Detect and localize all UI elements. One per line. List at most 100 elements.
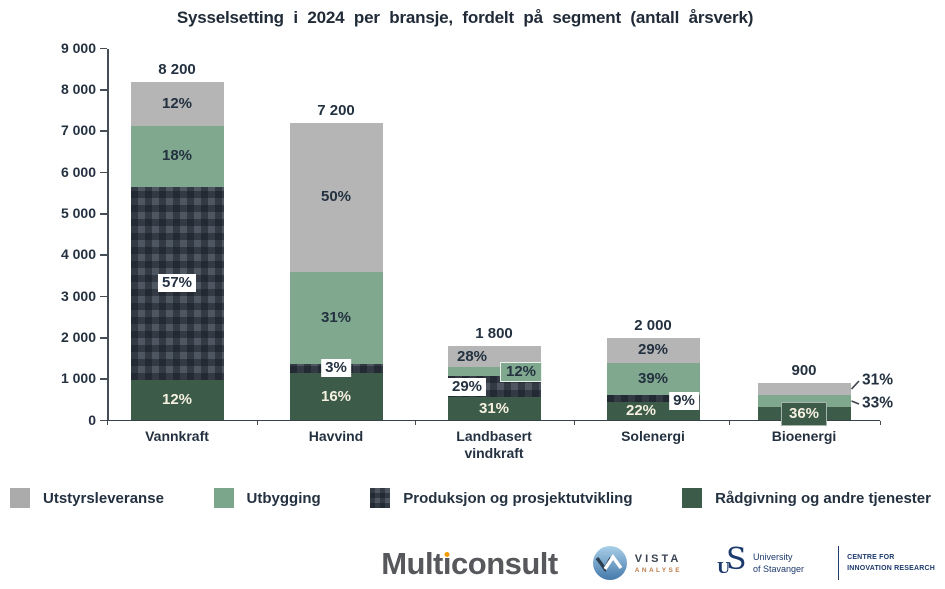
y-tick-label: 1 000 [60,370,96,387]
bar-segment-utbygging-havvind [289,271,383,364]
bar-segment-r-dgivning-og-andre-tjenester-landbasert-vindkraft [447,397,541,421]
percent-label: 50% [320,188,352,206]
centre-innovation-research-logo: CENTRE FOR INNOVATION RESEARCH [838,546,935,580]
bar-segment-utbygging-solenergi [606,362,700,395]
percent-label: 9% [669,391,699,410]
bar-segment-r-dgivning-og-andre-tjenester-vannkraft [130,379,224,421]
legend-swatch-icon [682,488,703,508]
uis-monogram-icon: U S [716,542,747,582]
bar-segment-r-dgivning-og-andre-tjenester-havvind [289,372,383,421]
percent-label-external: 33% [862,394,894,412]
x-category-label: Solenergi [621,428,685,444]
y-tick-label: 2 000 [60,328,96,345]
x-tick-mark [415,420,417,425]
leader-line [851,400,860,405]
bar-total-label: 2 000 [634,316,672,334]
uis-mono-u: U [717,559,731,577]
percent-label: 16% [320,387,352,405]
y-tick-mark [100,47,107,50]
legend-item-r-dgivning-og-andre-tjenester: Rådgivning og andre tjenester [682,488,931,508]
legend-item-produksjon-og-prosjektutvikling: Produksjon og prosjektutvikling [370,488,633,508]
centre-line1: CENTRE FOR [847,553,895,561]
bar-segment-utstyrsleveranse-havvind [289,122,383,272]
percent-label: 29% [447,377,487,396]
y-tick-label: 3 000 [60,287,96,304]
x-tick-mark [256,420,258,425]
vista-analyse-logo: VISTA ANALYSE [592,545,682,581]
legend-label: Rådgivning og andre tjenester [715,489,931,507]
percent-label: 18% [161,147,193,165]
x-category-label: Havvind [308,428,364,444]
bar-segment-produksjon-og-prosjektutvikling-solenergi [606,394,700,403]
bar-segment-utstyrsleveranse-landbasert-vindkraft [447,346,541,367]
legend-label: Utstyrsleveranse [43,489,164,507]
legend-swatch-icon [10,488,30,508]
legend-item-utbygging: Utbygging [213,488,321,508]
multiconsult-text: Mult [381,545,443,581]
y-tick-mark [100,254,107,256]
uis-mono-s: S [726,542,747,577]
bar-total-label: 8 200 [158,60,196,78]
percent-label: 28% [456,347,488,365]
percent-label: 12% [161,94,193,112]
bar-segment-utbygging-landbasert-vindkraft [447,366,541,376]
uis-name-line1: University [753,551,793,562]
y-tick-mark [100,378,107,380]
percent-label: 31% [478,399,510,417]
vista-name: VISTA [634,552,682,565]
percent-label: 22% [625,402,657,420]
percent-label: 36% [780,401,828,426]
leader-line [850,380,860,390]
y-tick-mark [100,89,107,91]
legend-swatch-icon [213,488,234,508]
x-category-label: Vannkraft [145,428,209,444]
footer-logos: Multıconsult VISTA ANALYSE U S [0,540,945,586]
y-tick-mark [100,213,107,215]
uis-name: University of Stavanger [753,551,804,575]
percent-label: 12% [499,362,543,383]
x-tick-mark [880,420,882,425]
uis-logo: U S University of Stavanger [716,542,804,582]
y-tick-mark [100,295,107,298]
y-tick-mark [100,171,107,174]
percent-label: 57% [157,274,197,293]
legend-label: Produksjon og prosjektutvikling [403,489,633,507]
y-tick-label: 0 [88,411,96,428]
bar-segment-utstyrsleveranse-solenergi [606,337,700,363]
bar-segment-utstyrsleveranse-vannkraft [130,81,224,126]
y-tick-label: 6 000 [60,163,96,180]
y-tick-mark [100,337,107,339]
bar-segment-utstyrsleveranse-bioenergi [757,383,851,395]
chart-title: Sysselsetting i 2024 per bransje, fordel… [176,8,754,27]
multiconsult-text: consult [451,545,558,581]
y-tick-label: 5 000 [60,204,96,221]
x-category-label: Landbasert vindkraft [456,428,532,461]
x-tick-mark [573,420,575,425]
x-axis-line [107,419,880,422]
legend-label: Utbygging [246,489,321,507]
percent-label: 3% [321,359,351,378]
y-tick-label: 7 000 [60,122,96,139]
bar-total-label: 7 200 [317,101,355,119]
centre-line2: INNOVATION RESEARCH [847,565,935,572]
legend-swatch-icon [370,488,391,508]
bar-segment-utbygging-bioenergi [757,394,851,408]
percent-label: 39% [637,369,669,387]
multiconsult-orange-dot-i: ı [442,545,452,581]
vista-circle-icon [592,546,627,580]
percent-label: 12% [161,391,193,409]
legend-item-utstyrsleveranse: Utstyrsleveranse [10,488,164,508]
y-axis-line [107,48,109,421]
x-tick-mark [107,420,109,425]
y-tick-mark [100,130,107,132]
uis-name-line2: of Stavanger [753,564,805,574]
y-tick-mark [100,419,107,422]
x-tick-mark [728,420,730,425]
y-tick-label: 9 000 [60,39,96,56]
bar-total-label: 900 [791,362,817,380]
percent-label-external: 31% [862,371,894,389]
y-tick-label: 8 000 [60,80,96,97]
multiconsult-logo: Multıconsult [381,548,558,579]
